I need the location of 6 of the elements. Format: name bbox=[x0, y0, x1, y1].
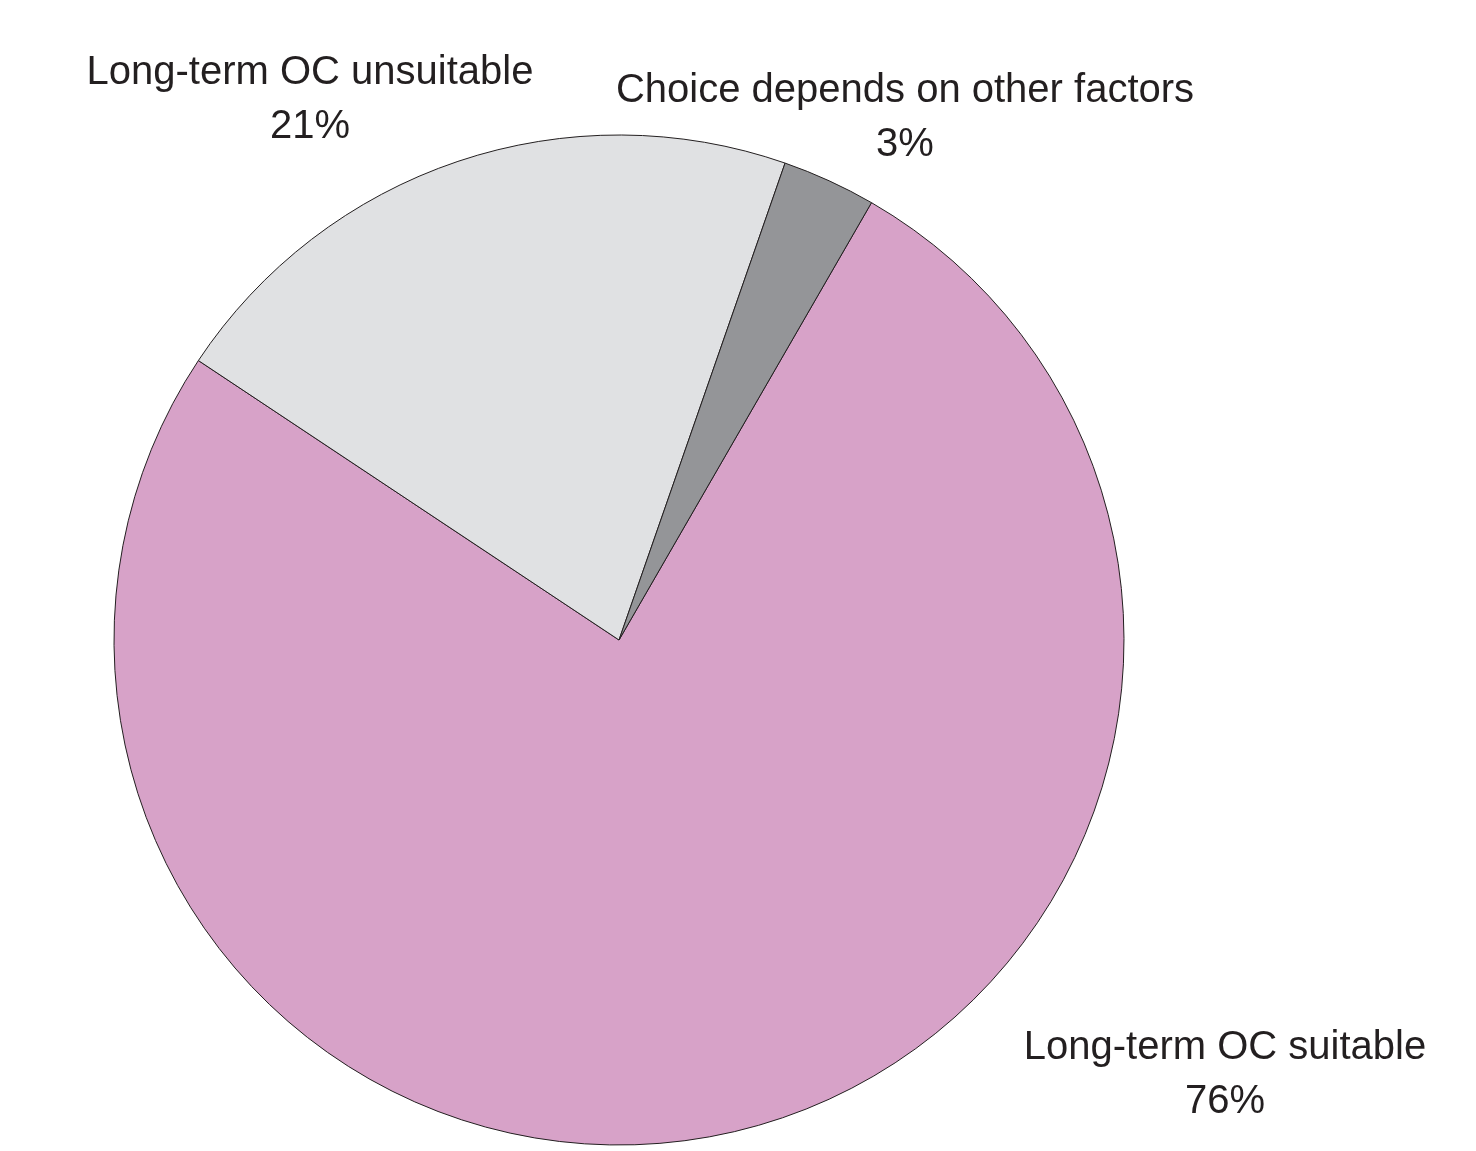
slice-label: Choice depends on other factors bbox=[615, 66, 1195, 110]
data-label: 3% bbox=[876, 120, 934, 164]
slice-label: Long-term OC unsuitable bbox=[86, 48, 534, 92]
data-label: 21% bbox=[269, 102, 351, 146]
slice-label: Long-term OC suitable bbox=[1023, 1023, 1427, 1067]
data-label: 76% bbox=[1184, 1077, 1266, 1121]
